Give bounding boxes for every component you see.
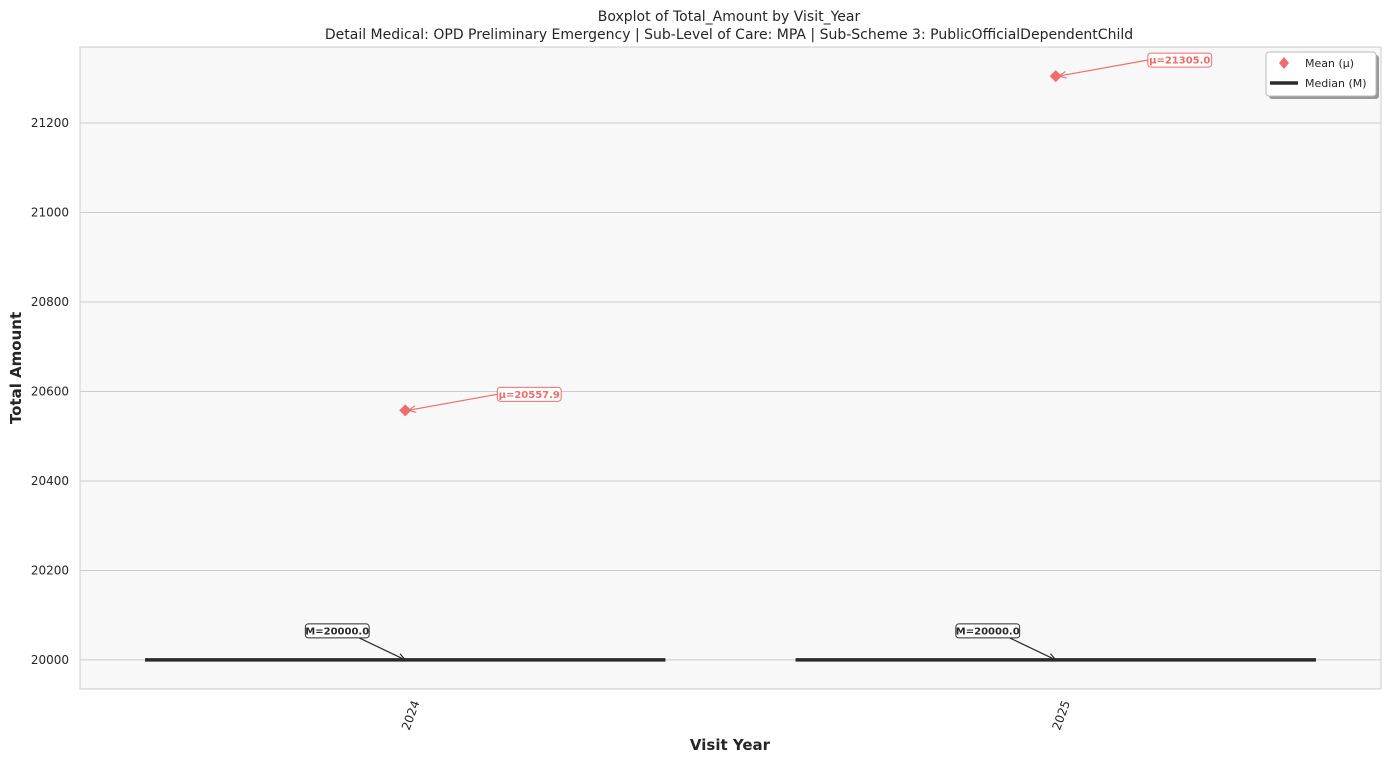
mean-annotation-box	[496, 386, 562, 402]
y-tick-label: 20600	[31, 384, 69, 398]
mean-annotation-label: μ=20557.9	[499, 390, 560, 401]
y-tick-label: 20400	[31, 474, 69, 488]
median-annotation-box	[955, 623, 1021, 639]
y-tick-label: 21000	[31, 206, 69, 220]
legend-mean-swatch	[1279, 57, 1289, 69]
median-arrow	[358, 637, 405, 660]
chart-subtitle: Detail Medical: OPD Preliminary Emergenc…	[325, 27, 1133, 43]
annotations: μ=20557.9 μ=21305.0 M=20000.0 M=20000.0	[304, 52, 1213, 660]
x-tick-labels: 2024 2025	[399, 699, 1073, 732]
chart-title: Boxplot of Total_Amount by Visit_Year	[598, 9, 861, 25]
plot-area	[79, 46, 1382, 690]
y-axis-label: Total Amount	[7, 312, 25, 424]
legend-frame	[1265, 51, 1377, 97]
median-annotation-label: M=20000.0	[305, 626, 369, 637]
mean-arrow	[1059, 59, 1148, 76]
y-tick-labels: 20000 20200 20400 20600 20800 21000 21200	[31, 116, 69, 667]
y-gridlines	[80, 122, 1381, 661]
y-tick-label: 20000	[31, 653, 69, 667]
legend-median-label: Median (M)	[1305, 77, 1367, 90]
mean-annotation-box	[1147, 52, 1213, 68]
y-tick-label: 20800	[31, 295, 69, 309]
median-annotation-box	[304, 623, 370, 639]
x-tick-label: 2024	[399, 699, 423, 732]
x-tick-label: 2025	[1049, 699, 1073, 732]
chart-legend: Mean (μ) Median (M)	[1265, 51, 1377, 97]
y-tick-label: 20200	[31, 563, 69, 577]
x-axis-label: Visit Year	[690, 736, 771, 754]
median-annotation-label: M=20000.0	[956, 626, 1020, 637]
median-arrow	[1009, 637, 1056, 660]
legend-mean-label: Mean (μ)	[1305, 57, 1354, 70]
y-tick-label: 21200	[31, 116, 69, 130]
mean-arrow	[408, 393, 498, 410]
mean-annotation-label: μ=21305.0	[1149, 56, 1210, 67]
